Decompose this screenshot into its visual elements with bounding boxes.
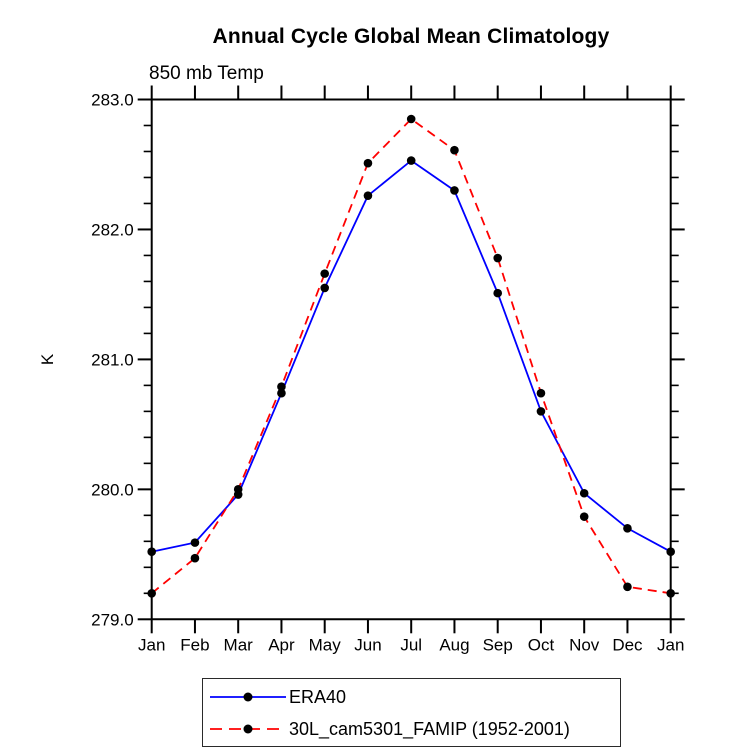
data-point-1 [190,553,200,563]
y-axis-label: K [38,353,57,365]
legend-line-sample-dashed [210,724,286,733]
legend-item-famip: 30L_cam5301_FAMIP (1952-2001) [208,713,620,745]
data-point-0 [450,186,459,195]
y-tick-label: 282.0 [91,220,134,239]
y-tick-label: 281.0 [91,350,134,369]
series-line-0 [151,159,672,553]
y-tick-label: 280.0 [91,480,134,499]
data-point-0 [493,288,503,298]
data-point-1 [363,158,373,168]
data-point-0 [623,524,632,533]
data-point-1 [666,589,675,598]
data-point-0 [277,388,286,398]
x-tick-label: Jan [657,635,684,654]
data-point-1 [277,382,286,391]
data-point-0 [147,547,156,557]
x-tick-label: Mar [224,635,254,654]
data-point-0 [536,407,546,416]
x-tick-label: Apr [268,635,295,654]
data-point-1 [320,269,330,278]
legend-sample-marker-0 [243,692,253,701]
x-tick-label: Jan [138,635,165,654]
data-point-1 [406,114,416,124]
legend-item-era40: ERA40 [208,681,620,713]
y-tick-label: 279.0 [91,610,134,629]
x-tick-label: Sep [483,635,513,654]
legend-sample-marker-1 [243,724,253,733]
data-point-0 [363,191,373,200]
x-tick-label: Aug [439,635,469,654]
series-line-1 [151,117,671,595]
plot-area: Jan Feb Mar Apr May Jun Jul Aug Sep Oct Nov Dec Jan2… [38,85,685,654]
data-point-0 [190,538,200,547]
data-point-1 [147,589,156,598]
legend-label-famip: 30L_cam5301_FAMIP (1952-2001) [289,718,570,739]
data-point-1 [579,512,589,521]
legend: ERA40 30L_cam5301_FAMIP (1952-2001) [202,678,621,747]
data-point-1 [450,145,459,155]
data-point-1 [536,388,546,398]
chart-title: Annual Cycle Global Mean Climatology [212,25,610,48]
data-point-1 [493,253,503,263]
data-point-0 [666,547,675,557]
data-point-1 [623,582,632,592]
x-tick-label: Feb [180,635,209,654]
x-tick-label: Nov [569,635,600,654]
y-tick-label: 283.0 [91,91,134,110]
data-point-1 [233,485,243,494]
x-tick-label: May [309,635,342,654]
legend-label-era40: ERA40 [289,686,347,707]
x-tick-label: Dec [612,635,643,654]
x-tick-label: Jul [400,635,422,654]
data-point-0 [579,488,589,498]
data-point-0 [406,156,416,165]
chart-subtitle: 850 mb Temp [149,63,264,84]
x-tick-label: Jun [354,635,381,654]
x-tick-label: Oct [528,635,555,654]
data-point-0 [320,283,330,293]
legend-line-sample-solid [210,692,286,701]
